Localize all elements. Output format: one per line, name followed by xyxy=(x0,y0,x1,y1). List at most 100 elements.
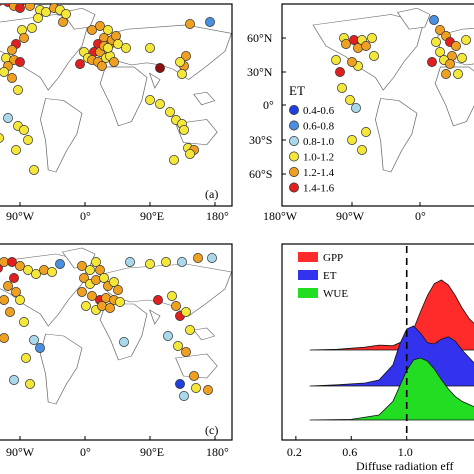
site-marker xyxy=(203,385,213,395)
site-marker xyxy=(361,127,371,137)
site-marker xyxy=(15,4,25,13)
site-marker xyxy=(177,257,187,267)
x-tick-label: 0.2 xyxy=(287,445,302,459)
legend-label: 0.8-1.0 xyxy=(303,136,335,148)
site-marker xyxy=(175,379,185,389)
x-ticks-a: 90°W 0° 90°E 180° xyxy=(6,202,229,223)
site-marker xyxy=(429,15,439,25)
x-tick-label: 90°W xyxy=(6,209,35,223)
map-panel-c: (c) 90°W 0° 90°E 180° xyxy=(0,243,233,459)
site-marker xyxy=(0,133,4,143)
site-marker xyxy=(181,347,191,357)
site-marker xyxy=(369,51,379,61)
legend-swatch-wue xyxy=(298,288,318,298)
site-marker xyxy=(91,257,101,267)
et-legend: ET 0.4-0.6 0.6-0.8 0.8-1.0 1.0-1.2 1.2-1.4 1.… xyxy=(289,83,335,195)
site-marker xyxy=(15,261,25,271)
site-marker xyxy=(13,85,23,95)
y-tick-label: 30°N xyxy=(247,65,273,79)
legend-marker xyxy=(289,167,299,177)
site-marker xyxy=(0,295,9,305)
site-marker xyxy=(35,343,45,353)
site-marker xyxy=(185,149,195,159)
site-marker xyxy=(55,259,65,269)
ridgeline-frame xyxy=(281,243,474,441)
site-marker xyxy=(173,341,183,351)
site-marker xyxy=(125,257,135,267)
site-marker xyxy=(165,107,175,117)
x-tick-label: 0.6 xyxy=(342,445,357,459)
x-tick-label: 90°E xyxy=(140,445,164,459)
site-marker xyxy=(169,155,179,165)
map-panel-b: 60°N 30°N 0° 30°S 60°S 180°W 90°W 0° ET … xyxy=(247,3,474,223)
site-marker xyxy=(367,33,377,43)
x-tick-label: 0° xyxy=(80,209,91,223)
site-marker xyxy=(11,145,21,155)
site-marker xyxy=(95,21,105,31)
x-tick-label: 90°W xyxy=(336,209,365,223)
legend-label-gpp: GPP xyxy=(323,252,343,264)
site-marker xyxy=(207,253,217,263)
site-marker xyxy=(191,383,201,393)
site-marker xyxy=(61,9,71,19)
site-marker xyxy=(77,261,87,271)
site-marker xyxy=(427,57,437,67)
legend-marker xyxy=(289,120,299,131)
y-ticks-b: 60°N 30°N 0° 30°S 60°S xyxy=(247,31,286,181)
legend-label: 1.0-1.2 xyxy=(303,152,334,164)
world-land-c xyxy=(0,247,232,405)
site-marker xyxy=(161,257,171,267)
site-marker xyxy=(435,25,445,35)
site-marker xyxy=(109,57,119,67)
x-tick-label: 0° xyxy=(415,209,426,223)
site-marker xyxy=(337,83,347,93)
legend-label: 0.6-0.8 xyxy=(303,121,335,133)
site-marker xyxy=(15,57,25,67)
site-marker xyxy=(41,7,51,17)
site-marker xyxy=(445,59,455,69)
world-land-b xyxy=(312,7,474,173)
site-marker xyxy=(331,55,341,65)
x-ticks-c: 90°W 0° 90°E 180° xyxy=(6,436,229,459)
site-marker xyxy=(95,265,105,275)
map-frame-a xyxy=(0,3,233,207)
site-marker xyxy=(9,273,19,283)
site-marker xyxy=(85,265,95,275)
site-marker xyxy=(99,273,109,283)
site-marker xyxy=(145,95,155,105)
site-marker xyxy=(87,25,97,35)
legend-title: ET xyxy=(289,83,305,98)
legend-marker xyxy=(289,136,299,146)
legend-label-et: ET xyxy=(323,270,337,282)
site-marker xyxy=(119,337,129,347)
y-tick-label: 0° xyxy=(263,98,274,112)
legend-label: 1.2-1.4 xyxy=(303,167,335,179)
site-marker xyxy=(177,69,187,79)
site-marker xyxy=(87,291,97,301)
site-marker xyxy=(121,43,131,53)
site-marker xyxy=(25,4,35,11)
site-marker xyxy=(23,265,33,275)
site-marker xyxy=(77,287,87,297)
ridgeline-panel: GPP ET WUE 0.2 0.6 1.0 Diffuse radiation eff xyxy=(281,243,474,473)
site-marker xyxy=(103,43,113,53)
x-tick-label: 180° xyxy=(206,209,229,223)
site-marker xyxy=(31,269,41,279)
y-tick-label: 60°N xyxy=(247,31,273,45)
site-marker xyxy=(441,69,451,79)
site-marker xyxy=(155,63,165,73)
site-marker xyxy=(21,353,31,363)
site-marker xyxy=(179,125,189,135)
site-marker xyxy=(175,57,185,67)
legend-label-wue: WUE xyxy=(323,288,348,300)
site-marker xyxy=(109,277,119,287)
site-marker xyxy=(167,291,177,301)
x-ticks-b: 180°W 90°W 0° xyxy=(263,202,426,223)
legend-marker xyxy=(289,105,299,115)
x-tick-label: 180° xyxy=(206,445,229,459)
site-marker xyxy=(341,39,351,49)
legend-swatch-et xyxy=(298,270,318,280)
site-marker xyxy=(47,267,57,277)
site-marker xyxy=(0,67,9,77)
